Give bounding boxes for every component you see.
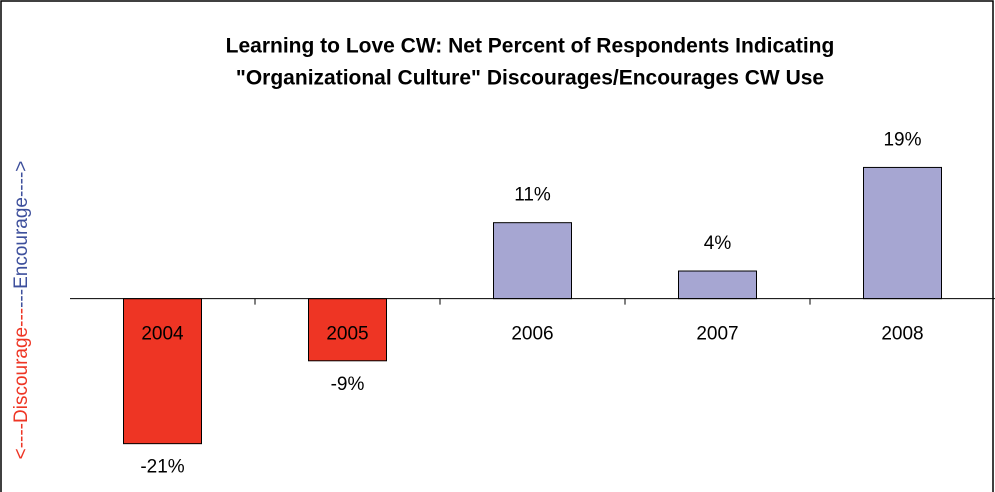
y-axis-label: <----Discourage------Encourage----> <box>11 161 32 460</box>
bar <box>493 222 572 300</box>
y-label-positive: ---Encourage----> <box>11 161 32 308</box>
x-tick-label: 2006 <box>511 324 553 345</box>
bar <box>863 166 942 300</box>
y-label-negative: <----Discourage--- <box>11 308 32 460</box>
x-tick-label: 2005 <box>326 324 368 345</box>
x-tick-label: 2004 <box>141 324 184 345</box>
x-tick-label: 2007 <box>696 324 738 345</box>
data-label: 19% <box>883 129 921 150</box>
chart-title: Learning to Love CW: Net Percent of Resp… <box>226 35 835 58</box>
data-label: -21% <box>140 457 184 478</box>
bar <box>308 298 387 362</box>
bar <box>123 298 202 445</box>
data-label: 11% <box>514 185 551 206</box>
data-label: 4% <box>704 233 732 254</box>
chart-subtitle: "Organizational Culture" Discourages/Enc… <box>236 67 824 90</box>
data-label: -9% <box>331 374 365 395</box>
bar <box>678 270 757 300</box>
x-tick-label: 2008 <box>881 324 923 345</box>
